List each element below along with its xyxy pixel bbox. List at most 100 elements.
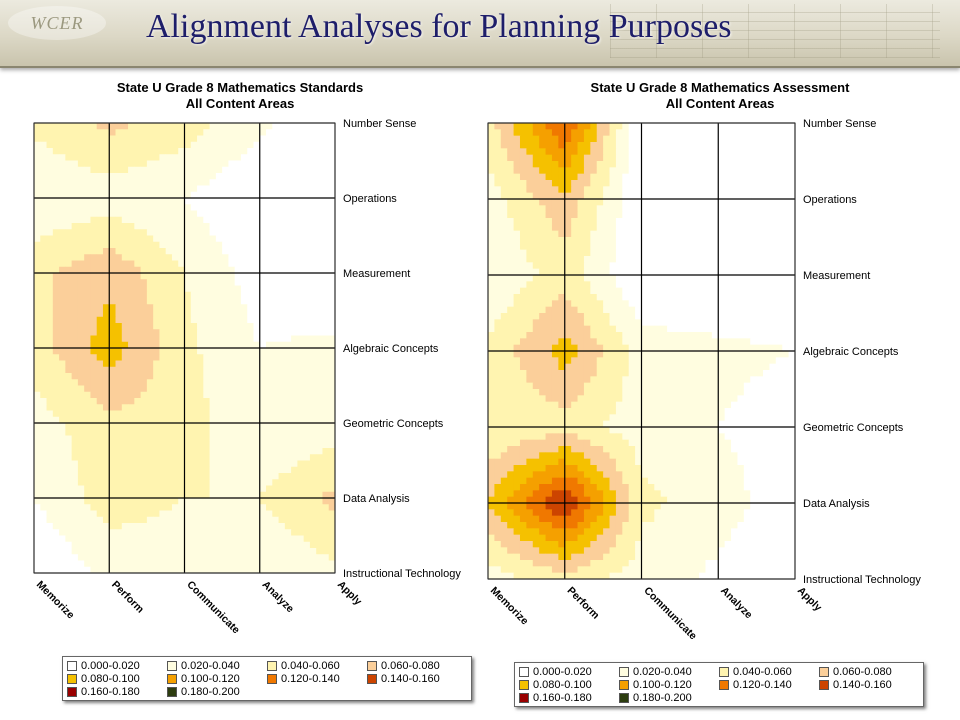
y-tick-label: Operations xyxy=(803,194,857,206)
y-tick-label: Algebraic Concepts xyxy=(803,346,899,358)
legend-item: 0.120-0.140 xyxy=(719,678,819,691)
legend-label: 0.000-0.020 xyxy=(81,659,140,672)
x-tick-label: Perform xyxy=(565,585,602,622)
legend-label: 0.060-0.080 xyxy=(833,665,892,678)
x-tick-label: Analyze xyxy=(260,579,297,616)
legend-swatch xyxy=(167,673,177,684)
legend-item: 0.100-0.120 xyxy=(619,678,719,691)
legend-label: 0.100-0.120 xyxy=(633,678,692,691)
legend-swatch xyxy=(167,660,177,671)
page-title: Alignment Analyses for Planning Purposes xyxy=(146,8,732,45)
x-tick-label: Analyze xyxy=(718,585,755,622)
legend-label: 0.140-0.160 xyxy=(833,678,892,691)
legend-item: 0.080-0.100 xyxy=(519,678,619,691)
contour-fill xyxy=(488,123,796,580)
x-tick-label: Memorize xyxy=(488,585,531,628)
legend-label: 0.100-0.120 xyxy=(181,672,240,685)
legend-swatch xyxy=(519,692,529,703)
legend-swatch xyxy=(619,692,629,703)
contour-fill xyxy=(34,123,336,574)
legend-label: 0.160-0.180 xyxy=(533,691,592,704)
legend-item: 0.040-0.060 xyxy=(267,659,367,672)
legend-item: 0.000-0.020 xyxy=(519,665,619,678)
legend-item: 0.020-0.040 xyxy=(167,659,267,672)
legend-label: 0.080-0.100 xyxy=(81,672,140,685)
legend-item: 0.160-0.180 xyxy=(519,691,619,704)
y-tick-label: Instructional Technology xyxy=(343,568,461,580)
assessment-contour-chart: Number Sense Operations Measurement Algebra… xyxy=(487,118,921,643)
y-tick-label: Operations xyxy=(343,193,397,205)
legend-item: 0.180-0.200 xyxy=(167,685,267,698)
y-tick-label: Geometric Concepts xyxy=(343,418,444,430)
y-tick-label: Data Analysis xyxy=(343,493,410,505)
legend-item: 0.080-0.100 xyxy=(67,672,167,685)
legend-item: 0.140-0.160 xyxy=(819,678,919,691)
legend-item: 0.120-0.140 xyxy=(267,672,367,685)
legend-label: 0.140-0.160 xyxy=(381,672,440,685)
legend-swatch xyxy=(819,679,829,690)
legend-label: 0.040-0.060 xyxy=(733,665,792,678)
y-tick-label: Geometric Concepts xyxy=(803,422,904,434)
legend-item: 0.160-0.180 xyxy=(67,685,167,698)
legend-item: 0.140-0.160 xyxy=(367,672,467,685)
standards-legend: 0.000-0.020 0.020-0.040 0.040-0.060 0.060-0… xyxy=(62,656,472,701)
legend-label: 0.020-0.040 xyxy=(181,659,240,672)
y-tick-label: Data Analysis xyxy=(803,498,870,510)
legend-swatch xyxy=(719,679,729,690)
standards-chart-panel: State U Grade 8 Mathematics Standards Al… xyxy=(0,66,480,720)
legend-swatch xyxy=(67,660,77,671)
legend-swatch xyxy=(167,686,177,697)
legend-swatch xyxy=(519,679,529,690)
legend-label: 0.120-0.140 xyxy=(733,678,792,691)
x-tick-label: Perform xyxy=(109,579,146,616)
x-tick-label: Communicate xyxy=(184,579,242,637)
legend-swatch xyxy=(67,686,77,697)
legend-label: 0.000-0.020 xyxy=(533,665,592,678)
x-tick-label: Memorize xyxy=(34,579,77,622)
legend-swatch xyxy=(819,666,829,677)
header-banner: WCER Alignment Analyses for Planning Pur… xyxy=(0,0,960,68)
x-tick-label: Communicate xyxy=(641,585,699,643)
x-tick-label: Apply xyxy=(795,585,824,614)
assessment-chart-panel: State U Grade 8 Mathematics Assessment A… xyxy=(480,66,960,720)
legend-item: 0.020-0.040 xyxy=(619,665,719,678)
x-tick-label: Apply xyxy=(335,579,364,608)
chart-title: State U Grade 8 Mathematics Assessment xyxy=(590,80,850,95)
chart-subtitle: All Content Areas xyxy=(665,96,775,111)
banner-texture xyxy=(610,4,940,58)
assessment-legend: 0.000-0.020 0.020-0.040 0.040-0.060 0.060-0… xyxy=(514,662,924,707)
legend-label: 0.120-0.140 xyxy=(281,672,340,685)
legend-item: 0.000-0.020 xyxy=(67,659,167,672)
legend-swatch xyxy=(719,666,729,677)
legend-label: 0.180-0.200 xyxy=(633,691,692,704)
legend-item: 0.060-0.080 xyxy=(367,659,467,672)
legend-label: 0.060-0.080 xyxy=(381,659,440,672)
y-tick-label: Number Sense xyxy=(803,118,876,130)
plot-border xyxy=(487,122,796,580)
y-tick-label: Algebraic Concepts xyxy=(343,343,439,355)
legend-label: 0.020-0.040 xyxy=(633,665,692,678)
chart-subtitle: All Content Areas xyxy=(185,96,295,111)
legend-swatch xyxy=(519,666,529,677)
chart-title: State U Grade 8 Mathematics Standards xyxy=(116,80,364,95)
legend-swatch xyxy=(367,673,377,684)
y-tick-label: Number Sense xyxy=(343,118,416,130)
legend-swatch xyxy=(619,666,629,677)
y-tick-label: Measurement xyxy=(343,268,410,280)
wcer-logo: WCER xyxy=(8,6,106,40)
y-tick-label: Measurement xyxy=(803,270,870,282)
legend-swatch xyxy=(367,660,377,671)
legend-label: 0.080-0.100 xyxy=(533,678,592,691)
plot-border xyxy=(33,122,336,574)
legend-swatch xyxy=(267,660,277,671)
legend-label: 0.160-0.180 xyxy=(81,685,140,698)
standards-contour-chart: Number Sense Operations Measurement Algebra… xyxy=(33,118,461,637)
y-tick-label: Instructional Technology xyxy=(803,574,921,586)
legend-swatch xyxy=(267,673,277,684)
legend-item: 0.180-0.200 xyxy=(619,691,719,704)
legend-item: 0.060-0.080 xyxy=(819,665,919,678)
legend-item: 0.040-0.060 xyxy=(719,665,819,678)
legend-label: 0.040-0.060 xyxy=(281,659,340,672)
legend-item: 0.100-0.120 xyxy=(167,672,267,685)
legend-swatch xyxy=(619,679,629,690)
